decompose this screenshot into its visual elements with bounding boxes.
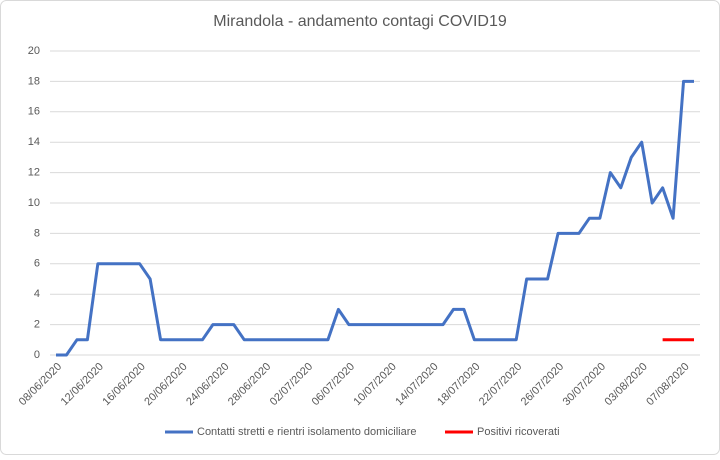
legend-label: Contatti stretti e rientri isolamento do… [197,426,416,438]
y-tick-label: 20 [28,45,40,57]
y-tick-label: 18 [28,75,40,87]
y-tick-label: 16 [28,106,40,118]
chart-title: Mirandola - andamento contagi COVID19 [213,13,507,30]
y-tick-label: 6 [34,258,40,270]
y-tick-label: 14 [28,136,40,148]
legend-label: Positivi ricoverati [477,426,560,438]
y-tick-label: 0 [34,349,40,361]
y-tick-label: 10 [28,197,40,209]
y-tick-label: 8 [34,227,40,239]
y-tick-label: 12 [28,167,40,179]
y-tick-label: 2 [34,319,40,331]
series-line [56,79,694,357]
y-tick-label: 4 [34,288,40,300]
